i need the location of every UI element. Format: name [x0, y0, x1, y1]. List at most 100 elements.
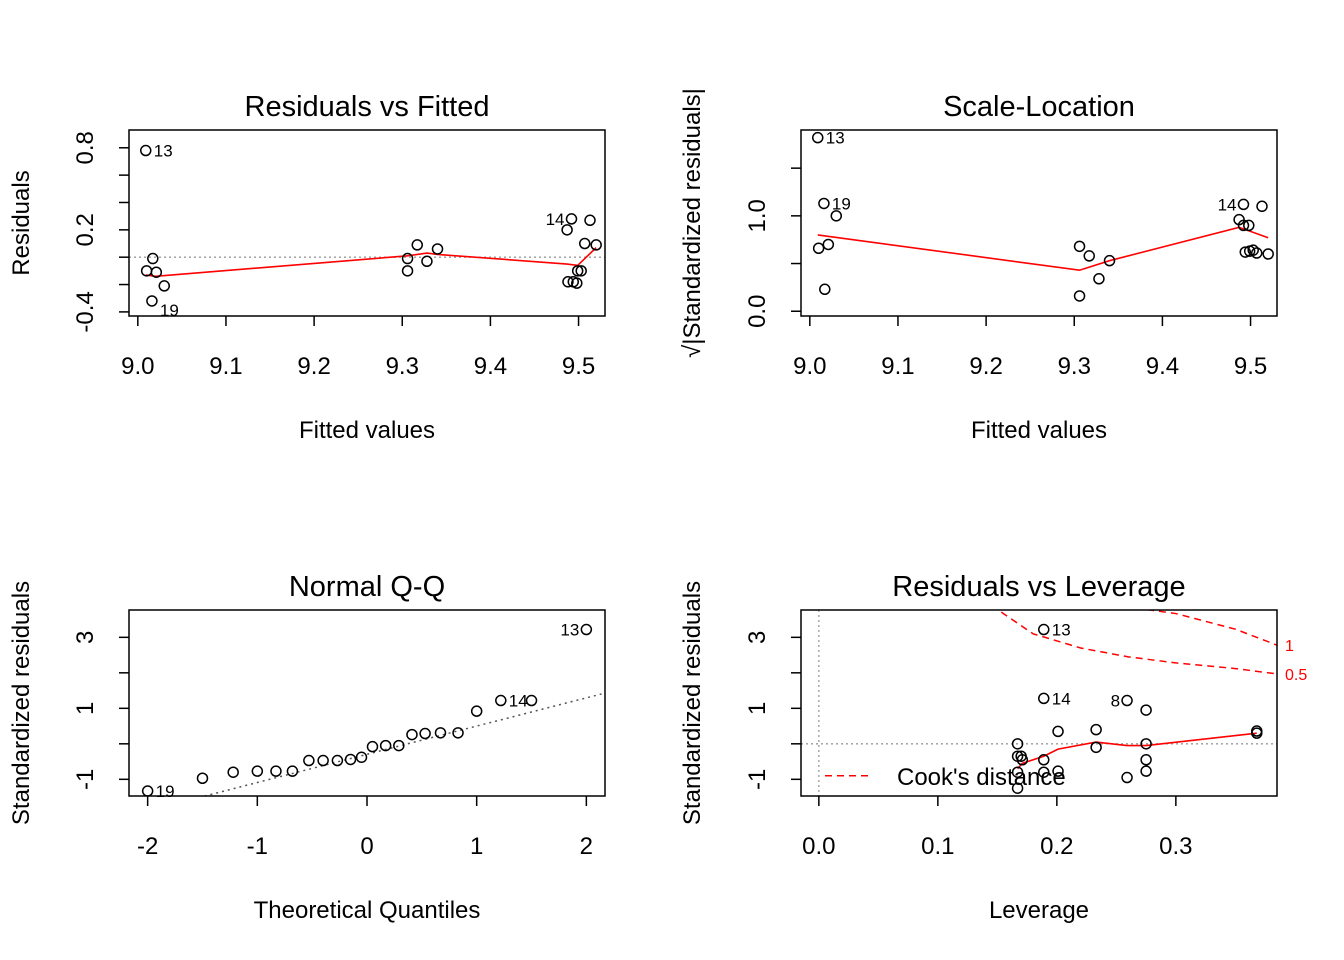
data-point	[1103, 254, 1116, 267]
x-axis-label: Leverage	[989, 897, 1089, 924]
smoother-line	[145, 247, 597, 278]
point-label: 19	[832, 194, 851, 213]
data-point	[251, 765, 264, 777]
panel-residuals-vs-leverage: Residuals vs Leverage Leverage Standardi…	[679, 571, 1307, 924]
panel-residuals-vs-fitted: Residuals vs Fitted Fitted values Residu…	[8, 91, 606, 444]
y-axis-label: √|Standardized residuals|	[679, 88, 706, 358]
data-point	[196, 772, 209, 785]
y-tick-label: 3	[744, 631, 771, 644]
x-tick-label: 9.2	[297, 353, 330, 380]
data-point	[1038, 692, 1050, 705]
point-label: 19	[160, 301, 179, 320]
x-tick-label: 9.4	[474, 353, 507, 380]
x-tick-label: 0.0	[802, 833, 835, 860]
plot-frame	[800, 129, 1278, 317]
data-point	[1256, 200, 1268, 213]
data-point	[419, 727, 431, 740]
point-label: 14	[1052, 689, 1071, 708]
data-point	[584, 214, 596, 227]
data-point	[495, 694, 507, 707]
x-tick-label: -1	[247, 833, 268, 860]
y-tick-label: 1.0	[744, 199, 771, 232]
x-tick-label: 2	[580, 833, 593, 860]
data-point	[1262, 248, 1274, 260]
data-point	[1083, 250, 1095, 262]
y-axis-label: Residuals	[8, 170, 35, 275]
data-point	[286, 765, 299, 777]
data-point	[525, 694, 538, 707]
data-point	[401, 265, 414, 277]
qq-reference-line	[201, 692, 605, 796]
y-tick-label: 3	[72, 631, 99, 644]
data-point	[830, 210, 843, 222]
data-point	[1140, 765, 1152, 777]
data-point	[406, 728, 418, 741]
y-axis-label: Standardized residuals	[8, 581, 35, 825]
panel-scale-location: Scale-Location Fitted values √|Standardi…	[679, 88, 1278, 444]
data-point	[150, 266, 163, 278]
plot-contents	[801, 610, 1277, 796]
data-point	[1140, 738, 1152, 750]
data-point	[1140, 754, 1152, 766]
point-label: 13	[826, 129, 845, 148]
x-tick-label: 9.3	[1058, 353, 1091, 380]
data-point	[1121, 694, 1133, 707]
x-tick-label: 1	[470, 833, 483, 860]
x-tick-label: 9.5	[562, 353, 595, 380]
y-tick-label: -1	[744, 769, 771, 790]
plot-contents	[129, 144, 605, 307]
x-tick-label: 0.2	[1040, 833, 1073, 860]
panel-title: Scale-Location	[943, 91, 1135, 123]
x-tick-label: 0.3	[1159, 833, 1192, 860]
data-point	[1016, 754, 1029, 766]
data-point	[1090, 723, 1102, 736]
data-point	[431, 243, 444, 255]
data-point	[1038, 766, 1050, 778]
data-point	[812, 242, 825, 255]
data-point	[303, 754, 315, 767]
smoother-line	[817, 226, 1269, 272]
point-label: 13	[1052, 621, 1071, 640]
point-label: 14	[509, 692, 528, 711]
x-tick-label: 9.2	[969, 353, 1002, 380]
data-point	[811, 131, 824, 144]
data-point	[141, 785, 154, 796]
data-point	[317, 754, 329, 767]
cooks-level-label: 0.5	[1285, 667, 1307, 684]
x-tick-label: 9.4	[1146, 353, 1179, 380]
data-point	[411, 239, 423, 251]
data-point	[1038, 623, 1050, 636]
data-point	[1251, 727, 1263, 739]
data-point	[822, 238, 835, 251]
x-tick-label: 9.0	[793, 353, 826, 380]
data-point	[1052, 765, 1064, 777]
y-tick-label: 1	[744, 702, 771, 715]
data-point	[1243, 219, 1255, 232]
y-tick-label: 0.8	[72, 131, 99, 164]
data-point	[393, 739, 405, 752]
x-tick-label: 0	[360, 833, 373, 860]
data-point	[565, 213, 578, 225]
data-point	[379, 739, 392, 752]
data-point	[366, 740, 379, 753]
y-tick-label: 1	[72, 702, 99, 715]
data-point	[1250, 247, 1263, 259]
data-point	[590, 239, 602, 251]
data-point	[158, 280, 171, 292]
data-point	[1090, 741, 1102, 754]
data-point	[147, 252, 159, 265]
data-point	[571, 265, 584, 277]
point-label: 19	[156, 782, 175, 801]
data-point	[401, 252, 414, 265]
data-point	[1121, 771, 1133, 784]
data-point	[355, 751, 368, 764]
x-tick-label: 9.3	[386, 353, 419, 380]
data-point	[227, 766, 239, 778]
data-point	[818, 197, 830, 210]
cooks-distance-contour	[1144, 610, 1277, 646]
y-axis-label: Standardized residuals	[679, 581, 706, 825]
data-point	[1237, 219, 1250, 232]
panel-title: Normal Q-Q	[289, 571, 445, 603]
plot-frame	[128, 129, 606, 317]
data-point	[1093, 273, 1105, 285]
